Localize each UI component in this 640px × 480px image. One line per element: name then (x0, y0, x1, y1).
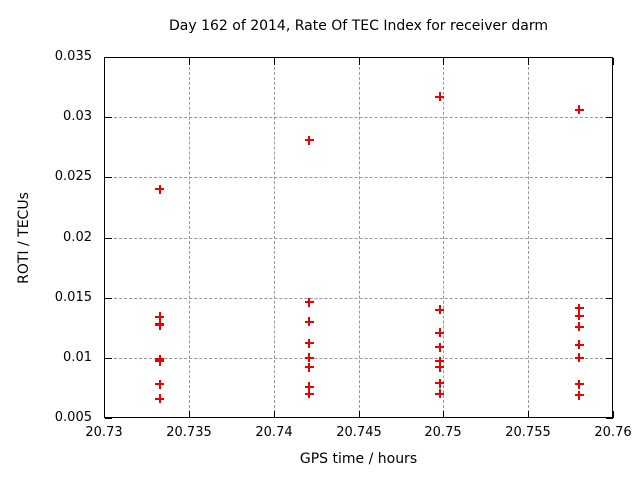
data-point-marker (435, 356, 445, 366)
data-point-marker (574, 340, 584, 350)
data-point-marker (304, 135, 314, 145)
y-tick-mark (105, 238, 112, 239)
y-tick-label: 0.01 (63, 350, 92, 365)
data-point-marker (435, 92, 445, 102)
x-tick-mark (443, 411, 444, 418)
x-tick-mark (274, 411, 275, 418)
gridline (443, 57, 444, 418)
chart-title: Day 162 of 2014, Rate Of TEC Index for r… (169, 18, 548, 34)
gridline (104, 358, 613, 359)
gridline (274, 57, 275, 418)
gridline (359, 57, 360, 418)
y-tick-mark (105, 298, 112, 299)
y-tick-label: 0.025 (54, 169, 92, 184)
y-tick-mark (105, 358, 112, 359)
x-tick-label: 20.735 (166, 425, 212, 440)
y-tick-mark (606, 177, 613, 178)
y-tick-mark (606, 57, 613, 58)
y-tick-label: 0.02 (63, 230, 92, 245)
x-tick-mark (528, 411, 529, 418)
data-point-marker (435, 328, 445, 338)
data-point-marker (155, 320, 165, 330)
data-point-marker (304, 362, 314, 372)
y-tick-mark (606, 418, 613, 419)
data-point-marker (574, 379, 584, 389)
x-tick-mark (189, 58, 190, 65)
y-tick-mark (606, 298, 613, 299)
gridline (104, 238, 613, 239)
data-point-marker (155, 356, 165, 366)
data-point-marker (155, 394, 165, 404)
x-tick-mark (528, 58, 529, 65)
x-tick-label: 20.73 (85, 425, 123, 440)
data-point-marker (574, 311, 584, 321)
y-tick-label: 0.005 (54, 410, 92, 425)
data-point-marker (155, 379, 165, 389)
gridline (104, 117, 613, 118)
x-tick-mark (613, 411, 614, 418)
data-point-marker (574, 303, 584, 313)
data-point-marker (304, 297, 314, 307)
x-tick-mark (359, 411, 360, 418)
gridline (104, 298, 613, 299)
data-point-marker (304, 382, 314, 392)
x-tick-mark (443, 58, 444, 65)
data-point-marker (574, 105, 584, 115)
x-tick-label: 20.75 (424, 425, 462, 440)
gridline (528, 57, 529, 418)
gridline (104, 177, 613, 178)
x-tick-label: 20.745 (336, 425, 382, 440)
data-point-marker (574, 322, 584, 332)
y-tick-mark (606, 238, 613, 239)
data-point-marker (155, 312, 165, 322)
y-tick-label: 0.035 (54, 49, 92, 64)
x-tick-mark (104, 411, 105, 418)
y-tick-label: 0.015 (54, 290, 92, 305)
x-tick-mark (274, 58, 275, 65)
x-tick-mark (613, 58, 614, 65)
data-point-marker (155, 184, 165, 194)
y-tick-mark (606, 358, 613, 359)
data-point-marker (304, 389, 314, 399)
data-point-marker (304, 317, 314, 327)
y-tick-mark (105, 418, 112, 419)
data-point-marker (435, 362, 445, 372)
x-tick-mark (189, 411, 190, 418)
data-point-marker (304, 353, 314, 363)
data-point-marker (574, 390, 584, 400)
x-tick-mark (359, 58, 360, 65)
y-tick-mark (606, 117, 613, 118)
x-tick-label: 20.755 (505, 425, 551, 440)
x-tick-label: 20.76 (594, 425, 632, 440)
y-tick-mark (105, 117, 112, 118)
x-axis-label: GPS time / hours (299, 451, 418, 467)
data-point-marker (574, 353, 584, 363)
data-point-marker (435, 389, 445, 399)
y-tick-mark (105, 177, 112, 178)
y-tick-mark (105, 57, 112, 58)
data-point-marker (435, 305, 445, 315)
data-point-marker (435, 342, 445, 352)
gridline (189, 57, 190, 418)
data-point-marker (304, 338, 314, 348)
y-tick-label: 0.03 (63, 109, 92, 124)
data-point-marker (435, 378, 445, 388)
x-tick-mark (104, 58, 105, 65)
x-tick-label: 20.74 (255, 425, 293, 440)
